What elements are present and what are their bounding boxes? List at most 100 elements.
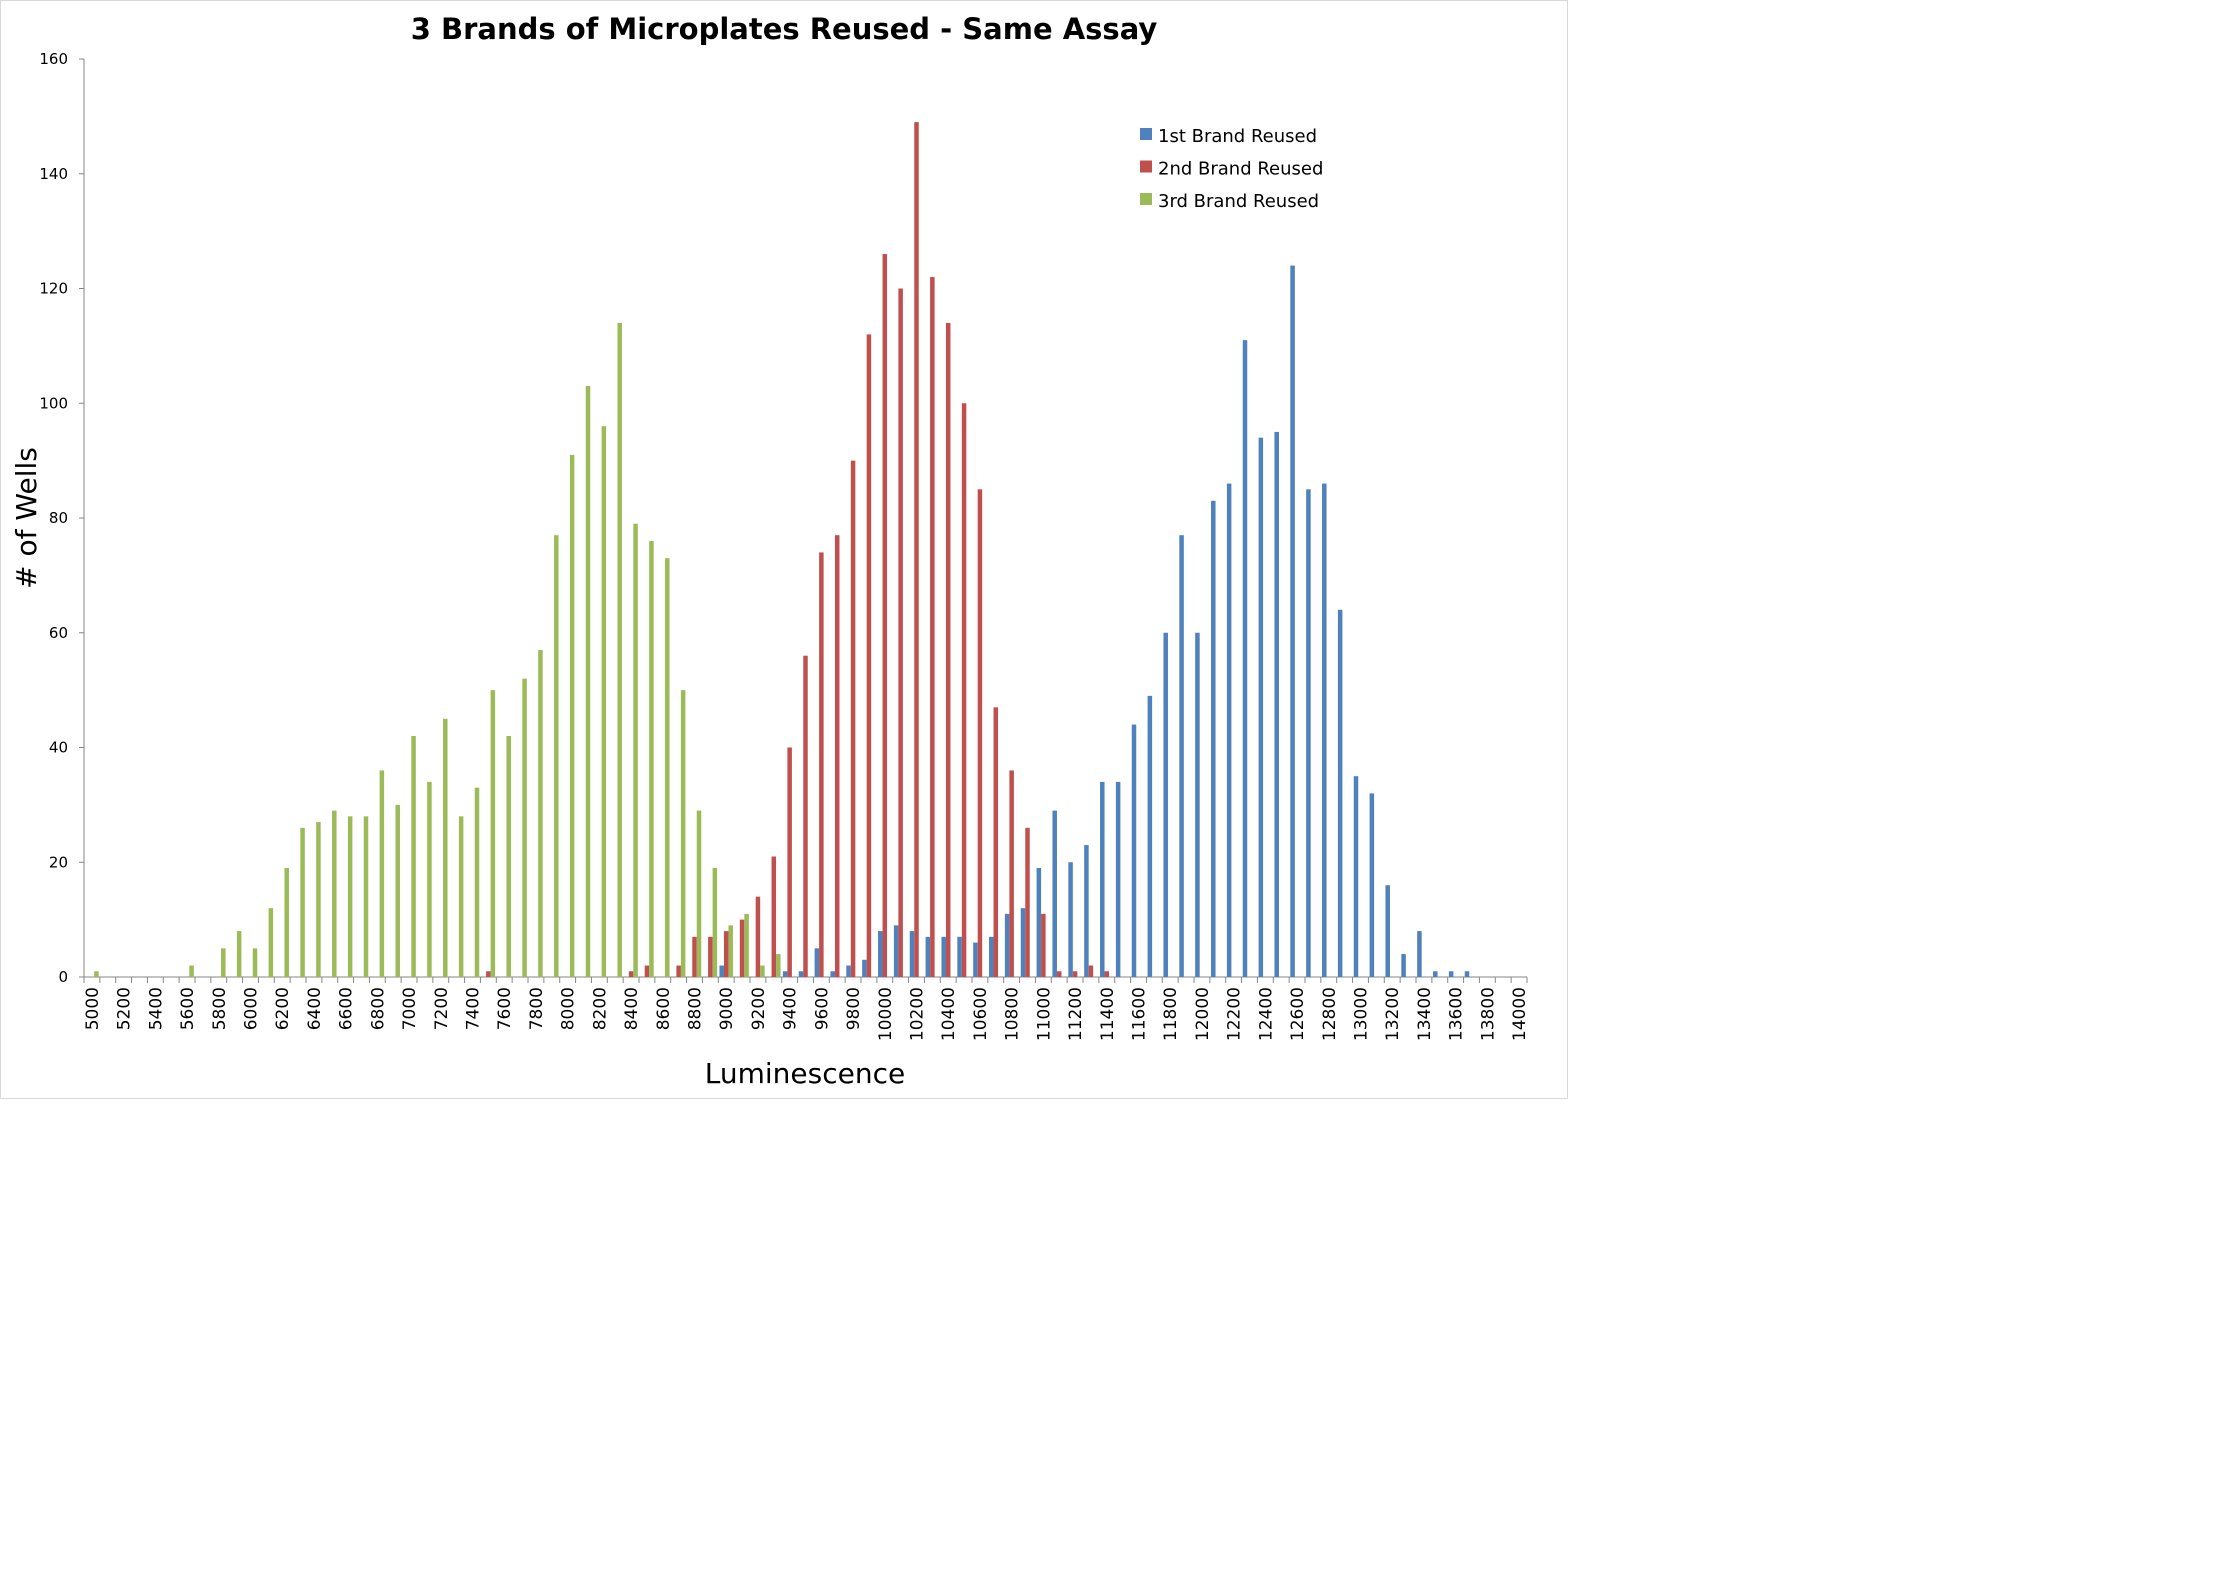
bar [1322, 483, 1327, 977]
bar [1041, 913, 1046, 977]
x-tick-label: 5800 [210, 987, 230, 1030]
legend: 1st Brand Reused 2nd Brand Reused 3rd Bran… [1140, 126, 1323, 212]
bar [989, 936, 994, 977]
bar [973, 942, 978, 977]
x-tick-label: 11400 [1098, 987, 1118, 1041]
bar [1052, 810, 1057, 977]
bar [1147, 695, 1153, 977]
x-tick-label: 9600 [812, 987, 832, 1030]
bar [882, 254, 888, 977]
x-tick-label: 12800 [1320, 987, 1340, 1041]
y-axis-title: # of Wells [10, 447, 43, 589]
y-tick-label: 140 [39, 165, 68, 183]
bar [776, 954, 781, 977]
bar [941, 936, 946, 977]
x-tick-label: 6000 [242, 987, 262, 1030]
x-tick-label: 10000 [876, 987, 896, 1041]
bar [1036, 867, 1042, 977]
bar [458, 816, 464, 977]
bar [617, 322, 622, 977]
bar [474, 787, 480, 977]
bar [961, 403, 967, 977]
bar [1072, 971, 1078, 977]
legend-swatch [1140, 193, 1152, 205]
bar [1385, 885, 1390, 977]
x-axis: 5000 5200 5400 5600 5800 6000 6200 6400 6600 6800… [83, 976, 1530, 1041]
x-tick-label: 5400 [146, 987, 166, 1030]
bar [665, 558, 670, 977]
bar [1195, 632, 1200, 977]
x-tick-label: 6600 [337, 987, 357, 1030]
bar [728, 925, 733, 977]
x-tick-label: 7800 [527, 987, 547, 1030]
bar [1025, 827, 1030, 977]
legend-swatch [1140, 160, 1152, 173]
x-tick-label: 9400 [781, 987, 801, 1030]
x-tick-label: 12400 [1256, 987, 1276, 1041]
x-tick-label: 14000 [1510, 987, 1530, 1041]
bar [486, 971, 491, 977]
bar [798, 971, 804, 977]
bar [1353, 776, 1359, 977]
bar [909, 931, 915, 977]
x-tick-label: 10800 [1003, 987, 1023, 1041]
x-tick-label: 12200 [1225, 987, 1245, 1041]
bar [490, 690, 496, 977]
bar [1337, 609, 1343, 977]
bar [914, 122, 919, 978]
legend-label: 3rd Brand Reused [1158, 191, 1319, 212]
x-tick-label: 6800 [368, 987, 388, 1030]
legend-item: 2nd Brand Reused [1140, 159, 1323, 180]
x-tick-label: 13600 [1447, 987, 1467, 1041]
bar [1274, 431, 1279, 977]
y-tick-label: 120 [39, 280, 68, 298]
bar [945, 322, 951, 977]
bar [300, 827, 305, 977]
bar [1306, 489, 1311, 977]
legend-swatch [1140, 128, 1152, 140]
bar [744, 913, 749, 977]
bar [771, 856, 777, 977]
bar [221, 948, 226, 977]
series-1 [719, 265, 1470, 977]
x-tick-label: 12600 [1288, 987, 1308, 1041]
x-tick-label: 7400 [464, 987, 484, 1030]
bar [977, 489, 983, 977]
bar [708, 936, 713, 977]
x-tick-label: 11600 [1130, 987, 1150, 1041]
x-tick-label: 8000 [559, 987, 579, 1030]
bar [189, 965, 194, 977]
luminescence-histogram-chart: 3 Brands of Microplates Reused - Same As… [10, 12, 1530, 1090]
bar [236, 931, 242, 977]
bar [846, 965, 851, 977]
legend-label: 2nd Brand Reused [1158, 159, 1323, 180]
bar [866, 334, 872, 977]
y-tick-label: 20 [49, 853, 68, 871]
bar [1100, 781, 1105, 977]
x-tick-label: 11000 [1034, 987, 1054, 1041]
x-tick-label: 7200 [432, 987, 452, 1030]
bar [898, 288, 903, 977]
x-tick-label: 13000 [1352, 987, 1372, 1041]
y-tick-label: 0 [58, 968, 68, 986]
y-tick-label: 40 [49, 739, 68, 757]
x-tick-label: 10400 [939, 987, 959, 1041]
bar [379, 770, 385, 977]
bar [862, 959, 867, 977]
x-tick-label: 5200 [115, 987, 135, 1030]
bar [601, 426, 607, 977]
bar [522, 678, 527, 977]
bar [284, 867, 289, 977]
bar [268, 908, 274, 977]
bar [1004, 913, 1010, 977]
bar [692, 936, 697, 977]
bar [680, 690, 686, 977]
bar [1258, 437, 1264, 977]
bar [1369, 793, 1375, 977]
bar [760, 965, 765, 977]
x-tick-label: 9000 [717, 987, 737, 1030]
x-tick-label: 6400 [305, 987, 325, 1030]
bar [739, 919, 745, 977]
bar [1179, 535, 1184, 977]
bar [930, 277, 935, 977]
